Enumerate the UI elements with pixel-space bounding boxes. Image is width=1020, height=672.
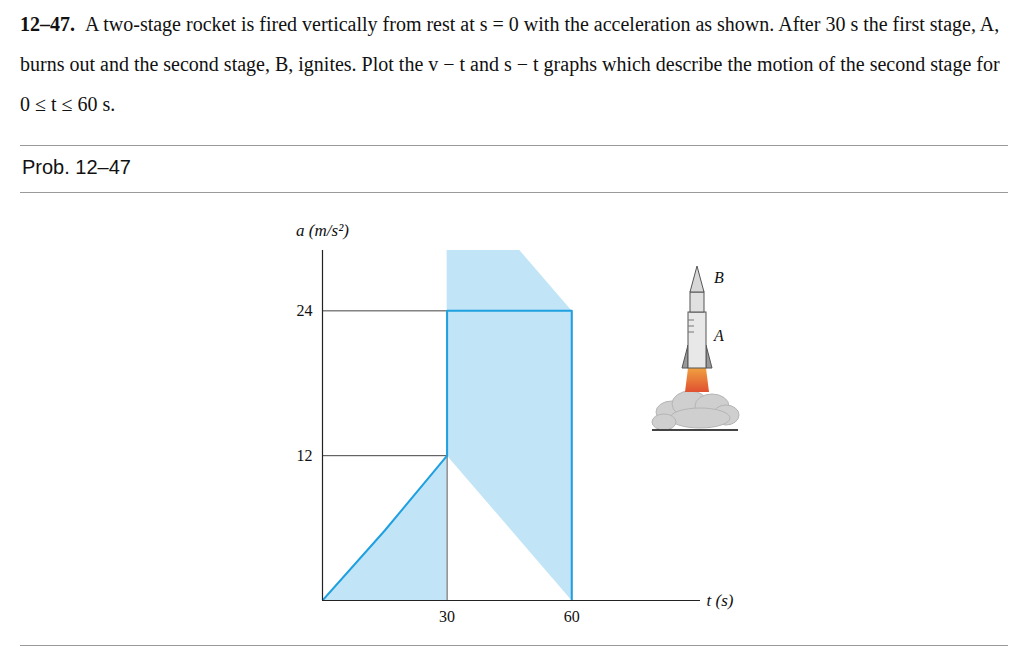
svg-text:t (s): t (s) [707,591,734,610]
html-text:12–47. A two-stage rocket is f: 12–47. A two-stage rocket is fired verti… [20,13,1000,115]
svg-text:30: 30 [439,608,455,625]
html-text:Prob. 12–47: Prob. 12–47 [22,156,131,178]
svg-text:24: 24 [297,302,313,319]
svg-text:12: 12 [297,447,313,464]
svg-text:a (m/s²): a (m/s²) [296,221,349,240]
svg-text:B: B [714,269,724,286]
svg-text:A: A [713,327,724,344]
svg-text:60: 60 [564,608,580,625]
